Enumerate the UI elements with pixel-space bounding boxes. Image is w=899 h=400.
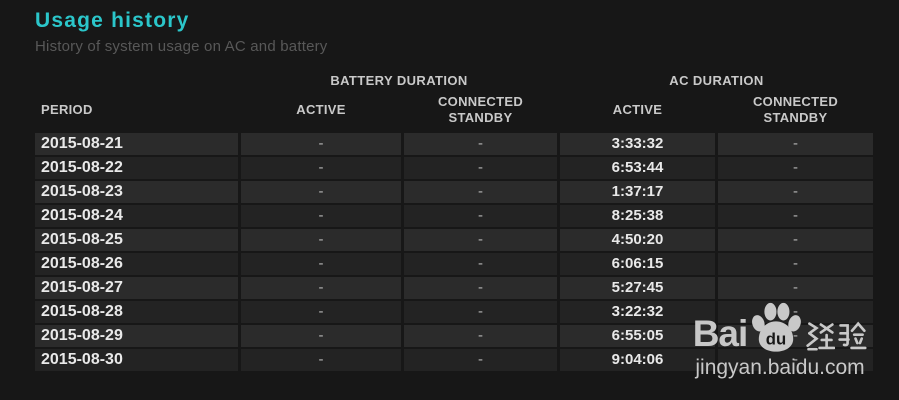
cell-ac-active: 5:27:45	[560, 277, 715, 299]
watermark-site-url: jingyan.baidu.com	[695, 356, 865, 379]
cell-period: 2015-08-27	[35, 277, 238, 299]
cell-ac-connected-standby: -	[718, 325, 873, 347]
cell-battery-connected-standby: -	[404, 133, 557, 155]
yan-character-glyph	[838, 321, 867, 350]
column-header-ac-connected-standby: CONNECTED STANDBY	[752, 93, 839, 125]
cell-period: 2015-08-24	[35, 205, 238, 227]
cell-battery-connected-standby: -	[404, 181, 557, 203]
cell-ac-connected-standby: -	[718, 205, 873, 227]
cell-battery-connected-standby: -	[404, 253, 557, 275]
jingyan-characters	[805, 320, 867, 352]
page-title: Usage history	[35, 9, 190, 32]
cell-ac-active: 6:55:05	[560, 325, 715, 347]
cell-battery-active: -	[241, 253, 401, 275]
table-row: 2015-08-21 - - 3:33:32 -	[35, 133, 873, 155]
page-subtitle: History of system usage on AC and batter…	[35, 38, 328, 55]
table-row: 2015-08-24 - - 8:25:38 -	[35, 205, 873, 227]
cell-ac-active: 6:53:44	[560, 157, 715, 179]
table-row: 2015-08-22 - - 6:53:44 -	[35, 157, 873, 179]
cell-ac-active: 4:50:20	[560, 229, 715, 251]
table-row: 2015-08-27 - - 5:27:45 -	[35, 277, 873, 299]
cell-battery-connected-standby: -	[404, 157, 557, 179]
column-header-battery-active: ACTIVE	[296, 101, 346, 117]
cell-battery-active: -	[241, 349, 401, 371]
cell-ac-active: 9:04:06	[560, 349, 715, 371]
cell-ac-active: 8:25:38	[560, 205, 715, 227]
cell-period: 2015-08-23	[35, 181, 238, 203]
cell-period: 2015-08-28	[35, 301, 238, 323]
cell-battery-active: -	[241, 133, 401, 155]
table-row: 2015-08-26 - - 6:06:15 -	[35, 253, 873, 275]
column-header-battery-connected-standby: CONNECTED STANDBY	[437, 93, 524, 125]
table-body: 2015-08-21 - - 3:33:32 - 2015-08-22 - - …	[35, 133, 873, 373]
cell-battery-active: -	[241, 325, 401, 347]
cell-period: 2015-08-29	[35, 325, 238, 347]
table-row: 2015-08-23 - - 1:37:17 -	[35, 181, 873, 203]
column-header-ac-active: ACTIVE	[612, 101, 663, 117]
baidu-logo: Bai du	[684, 301, 876, 353]
table-header: BATTERY DURATION AC DURATION PERIOD ACTI…	[35, 71, 873, 131]
cell-battery-active: -	[241, 157, 401, 179]
table-row: 2015-08-30 - - 9:04:06 -	[35, 349, 873, 371]
cell-period: 2015-08-21	[35, 133, 238, 155]
table-row: 2015-08-25 - - 4:50:20 -	[35, 229, 873, 251]
cell-battery-connected-standby: -	[404, 301, 557, 323]
cell-ac-connected-standby: -	[718, 349, 873, 371]
cell-battery-connected-standby: -	[404, 229, 557, 251]
cell-battery-connected-standby: -	[404, 349, 557, 371]
baidu-paw-icon: du	[752, 302, 802, 352]
cell-period: 2015-08-30	[35, 349, 238, 371]
group-header-battery-duration: BATTERY DURATION	[330, 72, 468, 88]
group-header-row: BATTERY DURATION AC DURATION	[35, 71, 873, 89]
cell-battery-active: -	[241, 181, 401, 203]
column-header-period: PERIOD	[41, 101, 93, 117]
baidu-logo-du-text: du	[766, 330, 786, 349]
cell-ac-connected-standby: -	[718, 133, 873, 155]
baidu-jingyan-watermark: Bai du	[684, 301, 876, 380]
cell-battery-connected-standby: -	[404, 325, 557, 347]
cell-ac-active: 6:06:15	[560, 253, 715, 275]
group-header-ac-duration: AC DURATION	[669, 72, 764, 88]
cell-period: 2015-08-26	[35, 253, 238, 275]
cell-period: 2015-08-25	[35, 229, 238, 251]
cell-ac-connected-standby: -	[718, 229, 873, 251]
cell-battery-active: -	[241, 277, 401, 299]
cell-battery-active: -	[241, 205, 401, 227]
cell-ac-connected-standby: -	[718, 253, 873, 275]
table-row: 2015-08-29 - - 6:55:05 -	[35, 325, 873, 347]
cell-ac-connected-standby: -	[718, 181, 873, 203]
cell-ac-connected-standby: -	[718, 277, 873, 299]
cell-battery-active: -	[241, 229, 401, 251]
cell-period: 2015-08-22	[35, 157, 238, 179]
column-header-row: PERIOD ACTIVE CONNECTED STANDBY ACTIVE C…	[35, 89, 873, 131]
cell-battery-connected-standby: -	[404, 277, 557, 299]
cell-ac-active: 3:22:32	[560, 301, 715, 323]
cell-ac-connected-standby: -	[718, 157, 873, 179]
cell-battery-active: -	[241, 301, 401, 323]
baidu-logo-bai-text: Bai	[692, 313, 749, 354]
cell-battery-connected-standby: -	[404, 205, 557, 227]
cell-ac-active: 3:33:32	[560, 133, 715, 155]
jing-character-glyph	[806, 322, 836, 351]
cell-ac-active: 1:37:17	[560, 181, 715, 203]
